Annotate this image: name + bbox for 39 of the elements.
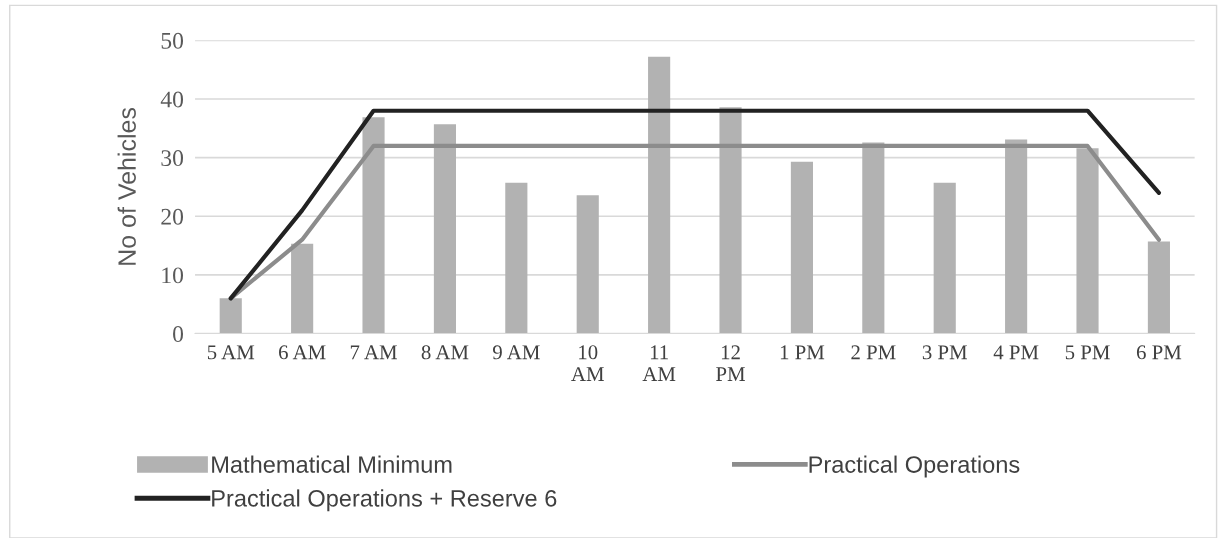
x-tick-label: 6 PM: [1136, 345, 1182, 360]
x-tick-label: 10 AM: [571, 345, 604, 381]
x-tick-label: 2 PM: [851, 345, 896, 360]
x-tick-label: 7 AM: [350, 345, 397, 360]
legend-label: Practical Operations: [809, 455, 1020, 478]
bar: [291, 243, 314, 334]
x-tick-label: 6 AM: [279, 345, 326, 360]
bar: [862, 142, 885, 334]
bar: [1147, 241, 1170, 334]
x-tick-label: 3 PM: [922, 345, 967, 360]
y-tick-label: 20: [161, 208, 184, 225]
x-tick-label: 4 PM: [993, 345, 1039, 360]
legend-label: Mathematical Minimum: [212, 455, 452, 473]
y-tick-label: 40: [160, 91, 184, 108]
x-tick-label: 5 AM: [207, 345, 255, 360]
bar: [505, 182, 528, 334]
bar: [1005, 139, 1028, 334]
bar: [933, 182, 956, 334]
y-tick-label: 50: [161, 32, 184, 49]
bar: [719, 107, 742, 334]
x-tick-label: 1 PM: [780, 345, 825, 360]
bar: [1076, 148, 1099, 334]
line-series: [228, 108, 1162, 301]
y-tick-label: 10: [162, 267, 184, 284]
bar: [433, 124, 456, 334]
bar: [362, 117, 385, 334]
bar: [576, 195, 599, 334]
x-tick-label: 8 AM: [421, 345, 469, 360]
bar: [790, 161, 813, 334]
x-tick-label: 9 AM: [492, 345, 540, 360]
y-tick-label: 0: [173, 326, 184, 342]
bar: [219, 298, 242, 334]
y-axis-title: No of Vehicles: [117, 107, 136, 265]
x-tick-label: 11 AM: [642, 345, 676, 381]
y-tick-label: 30: [161, 150, 184, 167]
x-tick-label: 12 PM: [716, 345, 745, 381]
legend-label: Practical Operations + Reserve 6: [212, 489, 557, 512]
x-tick-label: 5 PM: [1065, 345, 1110, 360]
bar: [648, 56, 671, 334]
